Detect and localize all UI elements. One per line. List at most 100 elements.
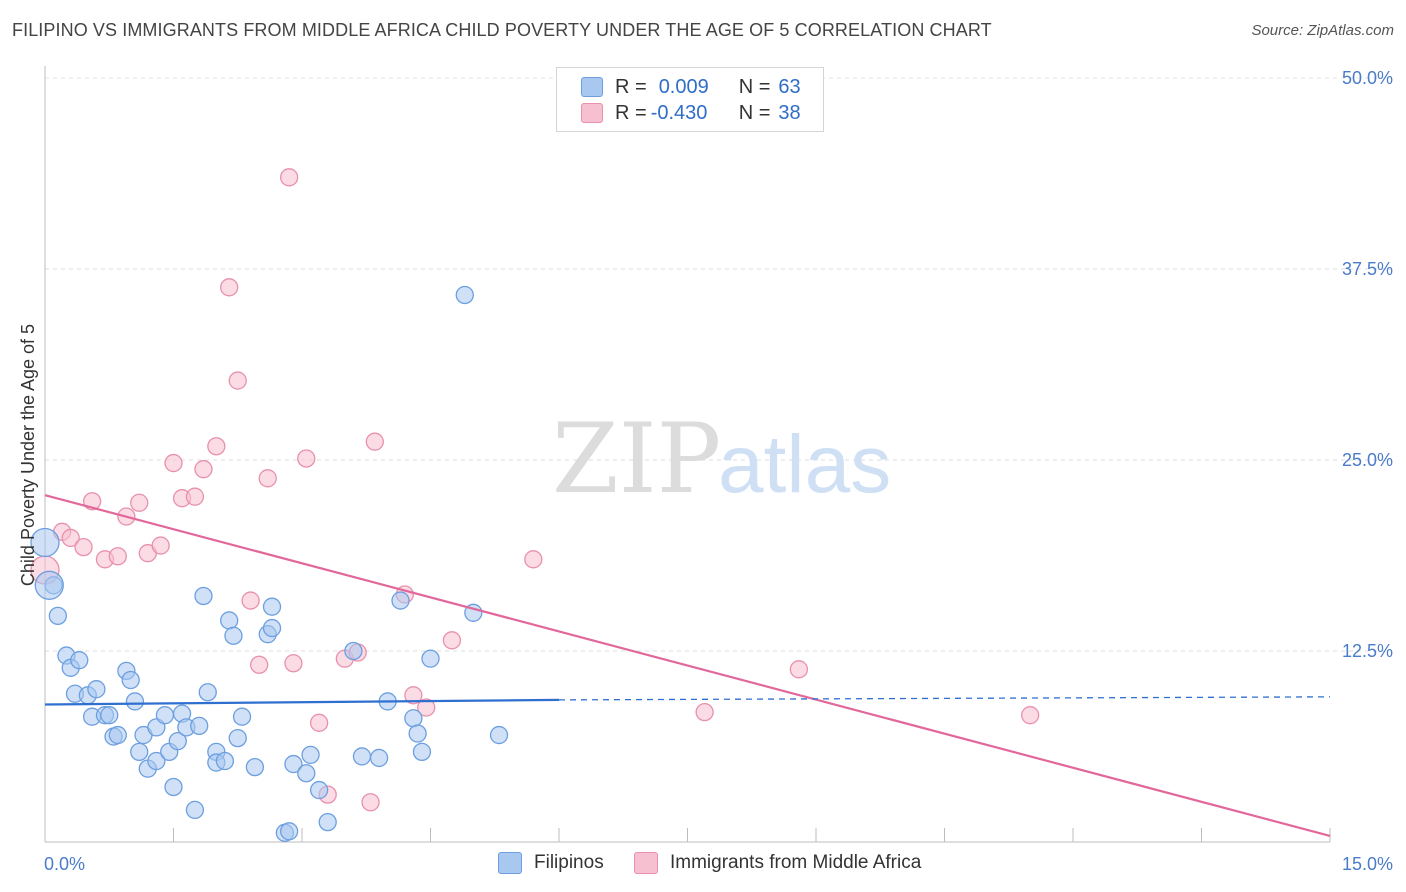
blue-point — [455, 285, 474, 305]
pink-point — [164, 453, 183, 473]
pink-point — [130, 493, 149, 512]
pink-point — [417, 698, 436, 717]
pink-point — [284, 654, 303, 673]
legend-label-filipinos: Filipinos — [534, 852, 604, 873]
trend-lines — [44, 494, 1331, 837]
blue-point — [279, 822, 299, 841]
legend-r-value: -0.430 — [650, 101, 708, 124]
chart-title: FILIPINO VS IMMIGRANTS FROM MIDDLE AFRIC… — [12, 20, 992, 40]
legend-row-immigrants: R = -0.430 N = 38 — [581, 102, 801, 124]
blue-point — [369, 748, 389, 768]
blue-point — [318, 812, 337, 832]
blue-point — [224, 626, 243, 645]
pink-point — [297, 449, 316, 468]
x-tick-label: 15.0% — [1342, 854, 1393, 874]
blue-point — [232, 707, 252, 726]
blue-point — [404, 709, 423, 728]
y-tick-label: 12.5% — [1342, 641, 1393, 661]
legend-row-filipinos: R = 0.009 N = 63 — [581, 76, 801, 98]
blue-point — [408, 724, 427, 743]
blue-point — [344, 641, 363, 661]
watermark-zip: ZIP — [552, 403, 721, 515]
pink-point — [61, 528, 80, 548]
blue-point — [489, 725, 509, 745]
blue-point — [48, 606, 67, 626]
blue-point — [164, 777, 183, 797]
pink-point — [108, 547, 127, 566]
blue-trend-extension — [558, 696, 1331, 701]
blue-point — [185, 800, 205, 820]
y-tick-label: 37.5% — [1342, 259, 1393, 279]
axes — [44, 66, 1331, 843]
blue-point — [220, 611, 239, 630]
legend-n-value: 38 — [778, 101, 801, 124]
pink-point — [74, 537, 93, 557]
pink-point — [220, 278, 239, 297]
pink-point — [194, 460, 213, 479]
blue-point — [421, 649, 440, 668]
source-label: Source: ZipAtlas.com — [1251, 22, 1394, 39]
legend-item-filipinos[interactable]: Filipinos — [498, 852, 604, 874]
y-axis-label: Child Poverty Under the Age of 5 — [18, 324, 38, 586]
pink-trend-line — [44, 494, 1331, 837]
pink-point — [207, 437, 226, 456]
blue-point — [168, 732, 187, 751]
legend-swatch-blue — [498, 852, 522, 874]
blue-point — [190, 716, 209, 736]
blue-point — [228, 728, 247, 748]
pink-point — [279, 168, 299, 187]
pink-point — [258, 469, 277, 488]
series-legend: Filipinos Immigrants from Middle Africa — [0, 852, 1406, 878]
legend-swatch-blue — [581, 77, 603, 97]
blue-point — [284, 754, 303, 774]
blue-point — [262, 618, 282, 638]
blue-trend-line — [44, 698, 560, 706]
pink-point — [241, 591, 260, 610]
pink-point — [250, 655, 269, 674]
legend-swatch-pink — [581, 103, 603, 123]
pink-point — [228, 371, 247, 390]
legend-n-label: N = — [738, 75, 771, 98]
legend-r-label: R = — [615, 75, 647, 98]
blue-point — [262, 597, 282, 616]
blue-point — [301, 745, 320, 765]
blue-point — [155, 706, 175, 725]
blue-point — [147, 751, 166, 771]
pink-point — [404, 686, 423, 705]
legend-swatch-pink — [634, 852, 658, 874]
pink-point — [789, 660, 809, 679]
blue-point — [30, 527, 60, 558]
blue-point — [100, 706, 119, 725]
blue-point — [70, 651, 89, 670]
correlation-legend: R = 0.009 N = 63 R = -0.430 N = 38 — [556, 67, 824, 132]
blue-point — [215, 751, 235, 771]
pink-point — [309, 713, 329, 732]
blue-point — [121, 670, 140, 690]
legend-n-label: N = — [738, 101, 771, 124]
blue-point — [125, 692, 145, 711]
legend-r-value: 0.009 — [658, 75, 709, 98]
blue-point — [297, 764, 316, 783]
tick-labels: 12.5% 25.0% 37.5% 50.0% 0.0% 15.0% — [44, 68, 1393, 874]
blue-series-points — [30, 285, 509, 842]
gridlines — [45, 77, 1392, 652]
pink-point — [185, 487, 205, 506]
watermark-atlas: atlas — [718, 419, 891, 510]
blue-point — [391, 591, 410, 610]
blue-point — [194, 586, 213, 606]
blue-point — [412, 742, 432, 761]
legend-n-value: 63 — [778, 75, 801, 98]
y-tick-label: 25.0% — [1342, 450, 1393, 470]
blue-point — [245, 757, 265, 777]
y-tick-label: 50.0% — [1342, 68, 1393, 88]
pink-point — [365, 432, 384, 451]
pink-point — [151, 536, 170, 555]
blue-point — [34, 570, 64, 600]
blue-point — [198, 683, 217, 702]
legend-r-label: R = — [615, 101, 647, 124]
pink-point — [1021, 706, 1040, 725]
pink-point — [695, 702, 714, 722]
blue-point — [352, 747, 372, 766]
legend-item-immigrants[interactable]: Immigrants from Middle Africa — [634, 852, 921, 874]
